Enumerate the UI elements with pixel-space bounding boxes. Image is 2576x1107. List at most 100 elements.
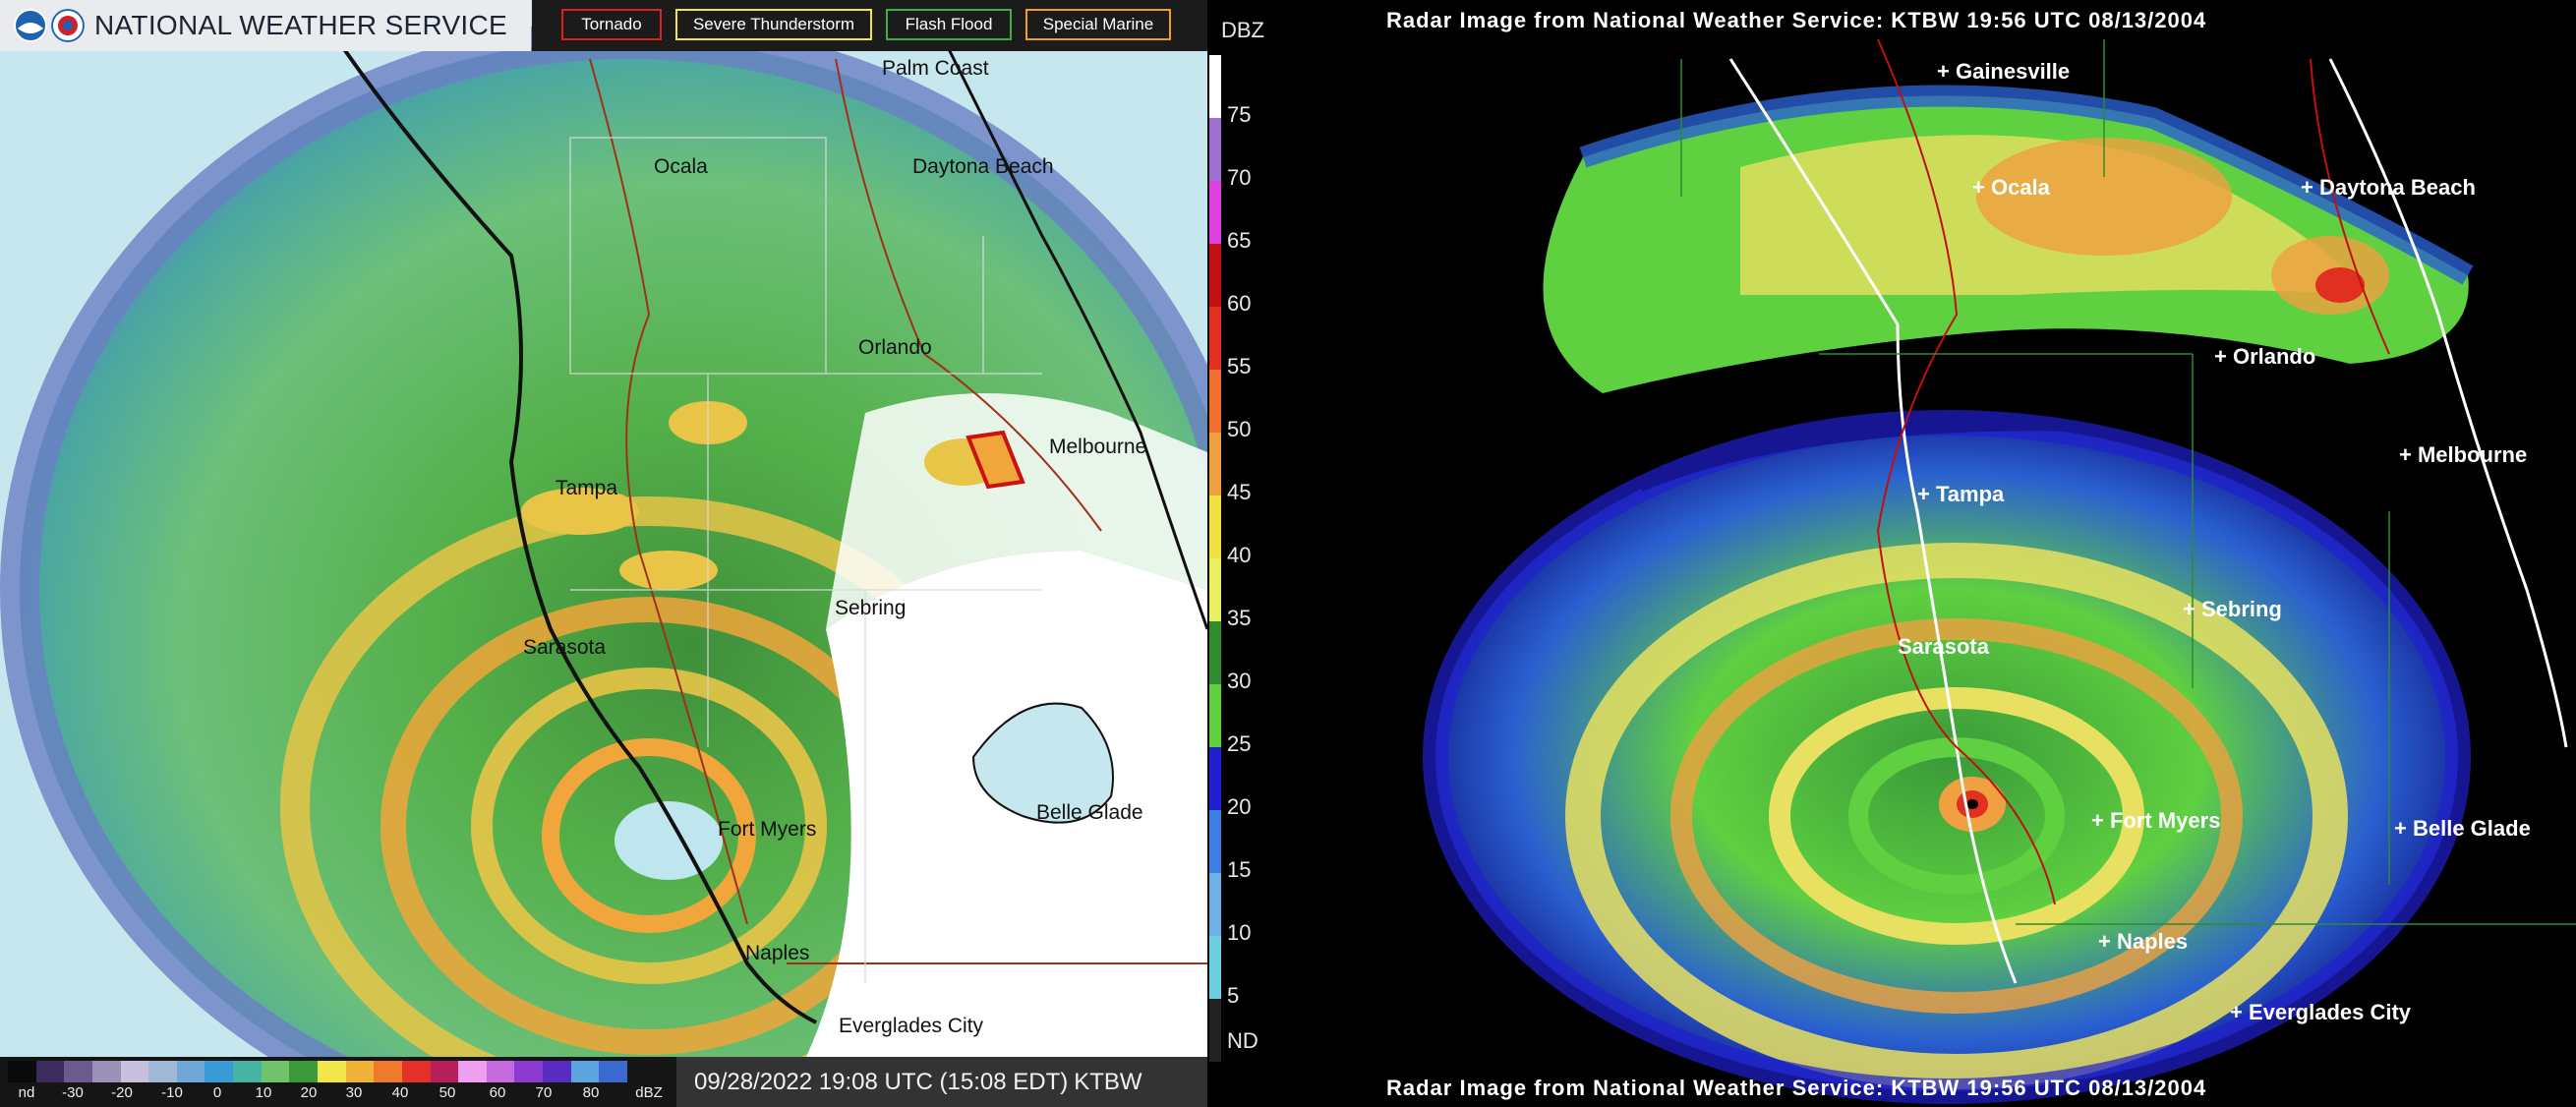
dbz-tick-label: 10 bbox=[1227, 920, 1252, 945]
label-ocala: Ocala bbox=[654, 155, 708, 178]
legend-tornado[interactable]: Tornado bbox=[561, 9, 662, 40]
scale-color-cell bbox=[599, 1061, 628, 1082]
dbz-tick-label: 55 bbox=[1227, 354, 1252, 379]
dbz-swatch bbox=[1209, 433, 1221, 495]
r-label-sarasota: Sarasota bbox=[1898, 634, 1989, 660]
scale-color-cell bbox=[514, 1061, 544, 1082]
scale-tick-label: 60 bbox=[489, 1084, 506, 1101]
station-id: KTBW bbox=[1074, 1068, 1142, 1095]
dbz-legend-column: DBZ 75 70 65 60 55 50 45 40 35 30 25 20 15 10 5 ND bbox=[1207, 0, 1268, 1107]
r-label-naples: + Naples bbox=[2098, 929, 2189, 954]
dbz-tick-label: 35 bbox=[1227, 606, 1252, 630]
dbz-swatch bbox=[1209, 999, 1221, 1062]
legend-flash-flood[interactable]: Flash Flood bbox=[886, 9, 1012, 40]
dbz-tick-label: 30 bbox=[1227, 669, 1252, 693]
scale-color-cell bbox=[8, 1061, 36, 1082]
dbz-tick-label: 50 bbox=[1227, 417, 1252, 441]
r-sarasota-text: Sarasota bbox=[1898, 634, 1989, 659]
label-sebring: Sebring bbox=[835, 597, 907, 619]
r-tampa-text: Tampa bbox=[1935, 482, 2005, 506]
dbz-tick-label: 65 bbox=[1227, 228, 1252, 253]
scale-tick-label: 20 bbox=[300, 1084, 318, 1101]
scale-color-cell bbox=[35, 1061, 65, 1082]
label-daytona-beach: Daytona Beach bbox=[912, 155, 1054, 178]
dbz-swatch bbox=[1209, 936, 1221, 999]
scale-tick-label: 70 bbox=[535, 1084, 553, 1101]
dbz-swatch bbox=[1209, 307, 1221, 370]
label-everglades-city: Everglades City bbox=[839, 1015, 984, 1037]
scale-color-cell bbox=[233, 1061, 263, 1082]
r-label-fort-myers: + Fort Myers bbox=[2091, 808, 2221, 833]
r-orlando-text: Orlando bbox=[2232, 344, 2316, 369]
timestamp-bar: 09/28/2022 19:08 UTC (15:08 EDT) KTBW bbox=[676, 1057, 1207, 1107]
scale-tick-label: 10 bbox=[255, 1084, 272, 1101]
scale-color-cell bbox=[205, 1061, 234, 1082]
legend-special-marine-label: Special Marine bbox=[1042, 15, 1154, 33]
label-palm-coast: Palm Coast bbox=[882, 57, 989, 80]
scale-nd-label: nd bbox=[18, 1084, 35, 1101]
nws-header: NATIONAL WEATHER SERVICE bbox=[0, 0, 531, 51]
r-label-ocala: + Ocala bbox=[1972, 175, 2050, 200]
dbz-tick-label: 25 bbox=[1227, 731, 1252, 756]
scale-color-cell bbox=[120, 1061, 149, 1082]
noaa-logo-icon bbox=[14, 9, 47, 42]
dbz-swatch bbox=[1209, 370, 1221, 433]
scale-color-cell bbox=[486, 1061, 515, 1082]
right-radar-panel: Radar Image from National Weather Servic… bbox=[1268, 0, 2576, 1107]
r-label-belle-glade: + Belle Glade bbox=[2394, 816, 2531, 841]
dbz-tick-label: 75 bbox=[1227, 102, 1252, 127]
scale-color-cell bbox=[91, 1061, 121, 1082]
dbz-swatch bbox=[1209, 55, 1221, 118]
dbz-swatch bbox=[1209, 558, 1221, 621]
scale-tick-label: 30 bbox=[345, 1084, 363, 1101]
r-label-sebring: + Sebring bbox=[2183, 597, 2282, 621]
r-ocala-text: Ocala bbox=[1990, 175, 2050, 200]
dbz-swatch bbox=[1209, 810, 1221, 873]
nws-title: NATIONAL WEATHER SERVICE bbox=[94, 10, 508, 40]
dbz-swatch bbox=[1209, 181, 1221, 244]
scale-color-cell bbox=[458, 1061, 488, 1082]
dbz-tick-label: 5 bbox=[1227, 983, 1240, 1008]
scale-tick-label: 50 bbox=[439, 1084, 456, 1101]
legend-severe-thunderstorm[interactable]: Severe Thunderstorm bbox=[675, 9, 872, 40]
r-label-melbourne: + Melbourne bbox=[2399, 442, 2528, 467]
scale-tick-label: -30 bbox=[62, 1084, 84, 1101]
r-fort-myers-text: Fort Myers bbox=[2109, 808, 2221, 833]
scale-color-cell bbox=[543, 1061, 572, 1082]
radar-title-bottom: Radar Image from National Weather Servic… bbox=[1386, 1076, 2207, 1100]
scale-color-cell bbox=[401, 1061, 431, 1082]
dbz-swatch bbox=[1209, 747, 1221, 810]
nws-logo-icon bbox=[51, 9, 85, 42]
r-label-tampa: + Tampa bbox=[1917, 482, 2005, 506]
scale-tick-label: 40 bbox=[391, 1084, 409, 1101]
dbz-swatch bbox=[1209, 495, 1221, 558]
dbz-title: DBZ bbox=[1221, 18, 1264, 42]
timestamp-text: 09/28/2022 19:08 UTC (15:08 EDT) bbox=[694, 1068, 1069, 1095]
left-radar-panel: NATIONAL WEATHER SERVICE Tornado Severe … bbox=[0, 0, 1207, 1107]
scale-color-cell bbox=[64, 1061, 93, 1082]
legend-tornado-label: Tornado bbox=[581, 15, 642, 33]
radar-title-top: Radar Image from National Weather Servic… bbox=[1386, 8, 2207, 32]
legend-severe-thunderstorm-label: Severe Thunderstorm bbox=[692, 15, 855, 33]
dbz-swatch bbox=[1209, 244, 1221, 307]
label-sarasota: Sarasota bbox=[523, 636, 607, 659]
dbz-swatch bbox=[1209, 118, 1221, 181]
dbz-tick-label: 60 bbox=[1227, 291, 1252, 316]
label-melbourne: Melbourne bbox=[1049, 436, 1147, 458]
label-fort-myers: Fort Myers bbox=[718, 818, 817, 841]
r-label-everglades: + Everglades City bbox=[2230, 1000, 2412, 1024]
scale-color-cell bbox=[318, 1061, 346, 1082]
scale-color-cell bbox=[570, 1061, 600, 1082]
scale-color-cell bbox=[176, 1061, 205, 1082]
r-label-orlando: + Orlando bbox=[2214, 344, 2316, 369]
scale-unit-label: dBZ bbox=[635, 1084, 663, 1101]
label-naples: Naples bbox=[745, 942, 810, 964]
legend-flash-flood-label: Flash Flood bbox=[905, 15, 993, 33]
r-label-gainesville: + Gainesville bbox=[1937, 59, 2071, 84]
label-belle-glade: Belle Glade bbox=[1036, 801, 1143, 824]
scale-color-cell bbox=[148, 1061, 178, 1082]
scale-color-cell bbox=[430, 1061, 459, 1082]
legend-special-marine[interactable]: Special Marine bbox=[1025, 9, 1171, 40]
r-everglades-text: Everglades City bbox=[2248, 1000, 2412, 1024]
dbz-tick-label: 70 bbox=[1227, 165, 1252, 190]
